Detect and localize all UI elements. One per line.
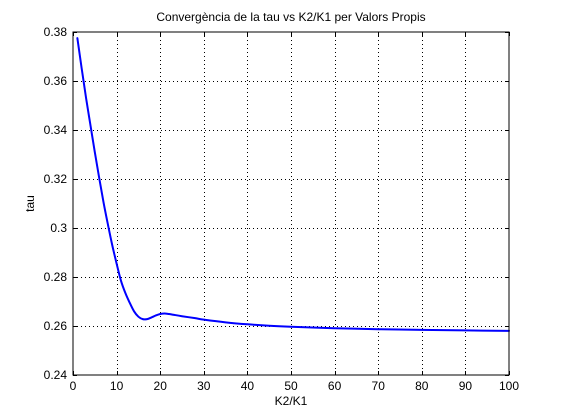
y-tick-label: 0.36 [44, 74, 68, 88]
chart-title: Convergència de la tau vs K2/K1 per Valo… [156, 10, 425, 24]
y-tick-label: 0.38 [44, 25, 68, 39]
x-tick-label: 100 [499, 379, 519, 393]
y-tick-label: 0.34 [44, 123, 68, 137]
x-tick-label: 30 [197, 379, 211, 393]
x-tick-label: 70 [372, 379, 386, 393]
x-tick-label: 40 [241, 379, 255, 393]
x-tick-label: 20 [154, 379, 168, 393]
x-tick-label: 90 [459, 379, 473, 393]
y-tick-label: 0.32 [44, 172, 68, 186]
x-tick-label: 80 [415, 379, 429, 393]
y-tick-label: 0.26 [44, 319, 68, 333]
x-tick-label: 0 [70, 379, 77, 393]
y-tick-label: 0.24 [44, 368, 68, 382]
plot-area [73, 32, 509, 375]
x-axis-label: K2/K1 [275, 394, 308, 408]
y-tick-label: 0.28 [44, 270, 68, 284]
x-tick-label: 60 [328, 379, 342, 393]
x-tick-label: 10 [110, 379, 124, 393]
y-axis-label: tau [23, 195, 37, 212]
x-tick-label: 50 [284, 379, 298, 393]
y-tick-label: 0.3 [50, 221, 67, 235]
